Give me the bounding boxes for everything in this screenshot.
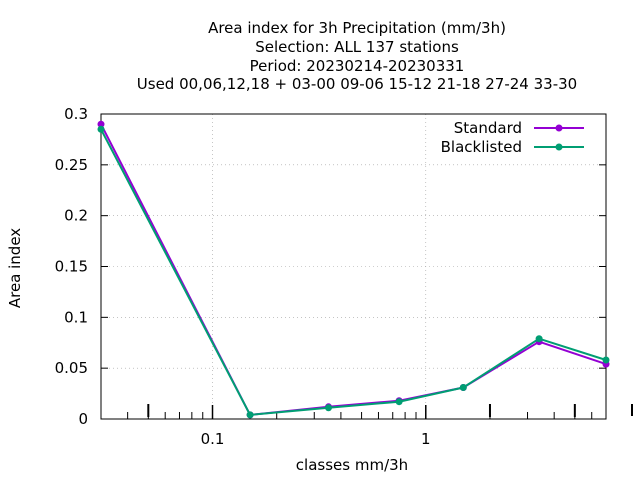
legend-marker <box>555 143 563 151</box>
y-tick-label: 0.3 <box>64 105 88 123</box>
y-tick-label: 0.2 <box>64 207 88 225</box>
extra-axis-ticks <box>147 404 633 417</box>
y-axis-label: Area index <box>6 228 24 308</box>
axis-ticks <box>101 113 606 420</box>
chart-title-line: Selection: ALL 137 stations <box>255 38 459 56</box>
x-tick-label: 0.1 <box>201 430 225 448</box>
y-tick-label: 0.05 <box>55 359 88 377</box>
y-tick-label: 0.25 <box>55 156 88 174</box>
data-point <box>459 384 467 391</box>
series-line-standard <box>100 123 607 416</box>
plot-border <box>100 113 607 420</box>
data-point <box>395 398 403 406</box>
data-point <box>246 411 254 419</box>
grid <box>101 114 606 419</box>
y-tick-labels: 0 0.05 0.1 0.15 0.2 0.25 0.3 <box>55 105 88 428</box>
chart-title-line: Area index for 3h Precipitation (mm/3h) <box>208 19 506 37</box>
y-tick-label: 0.1 <box>64 308 88 326</box>
data-point <box>602 356 610 364</box>
data-point <box>97 125 105 133</box>
chart-title-line: Period: 20230214-20230331 <box>250 57 465 75</box>
data-point <box>325 404 332 412</box>
chart-title: Area index for 3h Precipitation (mm/3h) … <box>137 19 577 93</box>
data-point <box>97 120 105 128</box>
x-tick-labels: 0.1 1 <box>201 430 431 448</box>
legend-label: Standard <box>454 119 522 137</box>
x-tick-label: 1 <box>421 430 431 448</box>
legend-label: Blacklisted <box>441 138 522 156</box>
y-tick-label: 0.15 <box>55 258 88 276</box>
chart-title-line: Used 00,06,12,18 + 03-00 09-06 15-12 21-… <box>137 75 577 93</box>
y-tick-label: 0 <box>78 410 88 428</box>
x-axis-label: classes mm/3h <box>296 456 408 474</box>
series-group <box>97 120 610 419</box>
data-point <box>535 335 543 343</box>
legend-marker <box>555 124 563 132</box>
